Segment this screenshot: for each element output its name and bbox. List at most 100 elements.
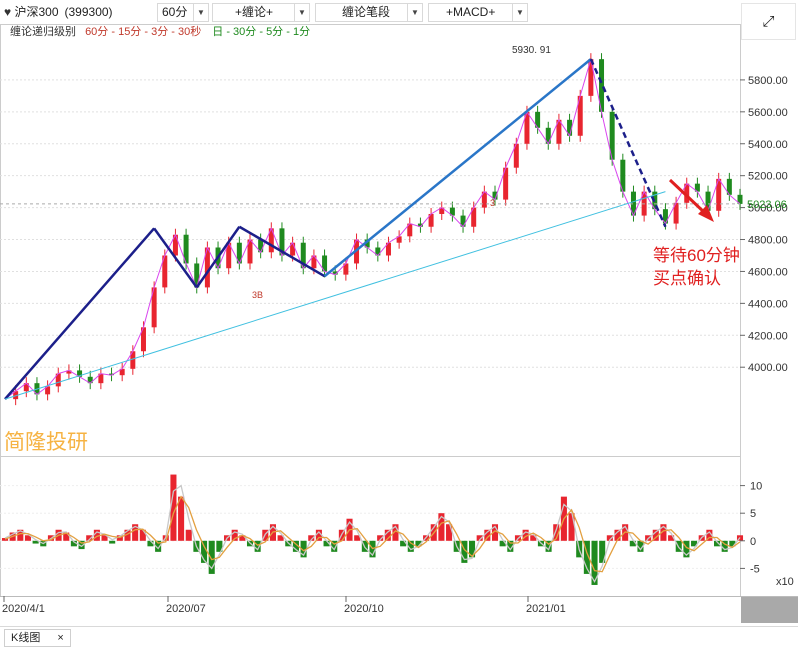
macd-bar [147, 540, 154, 547]
candle-body [630, 191, 636, 216]
price-tick-label: 5400.00 [748, 139, 788, 151]
macd-bar [614, 529, 621, 541]
macd-tick-label: 5 [750, 508, 756, 520]
macd-bar [683, 540, 690, 558]
candle-body [385, 242, 391, 256]
candle-body [300, 242, 306, 269]
candle-body [737, 194, 743, 204]
chanlun-stroke [589, 58, 667, 228]
price-layer [0, 53, 743, 406]
candle-body [226, 242, 232, 269]
macd-panel-frame [0, 456, 741, 597]
macd-bar [178, 496, 185, 541]
kline-chart[interactable]: 4000.00 4200.00 4400.00 4600.00 4800.00 5000.… [0, 0, 798, 626]
chevron-down-icon[interactable]: ▼ [512, 4, 527, 21]
chanlun-button[interactable]: +缠论+ ▼ [212, 3, 310, 22]
candle-body [577, 95, 583, 136]
candle-body [694, 183, 700, 192]
candle-body [204, 247, 210, 288]
candle-body [439, 207, 445, 214]
candle-body [620, 159, 626, 192]
candle-body [55, 373, 61, 387]
price-tick-label: 5800.00 [748, 75, 788, 87]
candle-body [343, 263, 349, 275]
macd-tick-label: 0 [750, 536, 756, 548]
macd-bar [377, 535, 384, 541]
macd-bar [469, 540, 476, 558]
candle-body [66, 370, 72, 374]
macd-tick-label: -5 [750, 563, 760, 575]
tab-kline[interactable]: K线图 × [4, 629, 71, 647]
macd-bar [101, 535, 108, 541]
candle-body [588, 59, 594, 96]
chanlun-stroke [4, 227, 156, 400]
macd-bar [93, 529, 100, 541]
chanlun-stroke [153, 227, 198, 289]
macd-bar [155, 540, 162, 552]
macd-bar [476, 535, 483, 541]
candle-body [662, 209, 668, 224]
candle-body [109, 373, 115, 376]
candle-body [236, 242, 242, 264]
candle-body [535, 111, 541, 128]
macd-bar [24, 535, 31, 541]
macd-bar [652, 529, 659, 541]
candle-body [375, 247, 381, 256]
label-3s: 3 [490, 198, 495, 208]
candle-body [673, 202, 679, 224]
macd-bar [315, 529, 322, 541]
chanlun-bi-label: 缠论笔段 [342, 5, 391, 19]
level-green: 日 - 30分 - 5分 - 1分 [212, 26, 311, 38]
price-tick-label: 4600.00 [748, 266, 788, 278]
candle-body [481, 191, 487, 208]
candle-body [726, 178, 732, 195]
candle-body [716, 178, 722, 211]
macd-button[interactable]: +MACD+ ▼ [428, 3, 528, 22]
wait-line-1: 等待60分钟 [653, 246, 740, 265]
period-select[interactable]: 60分 ▼ [157, 3, 209, 22]
macd-bar [438, 513, 445, 541]
close-icon[interactable]: × [57, 632, 64, 644]
level-legend: 缠论递归级别 60分 - 15分 - 3分 - 30秒 日 - 30分 - 5分… [10, 25, 310, 39]
macd-bar [407, 540, 414, 552]
candle-body [87, 376, 93, 384]
candle-body [332, 271, 338, 275]
macd-bar [660, 524, 667, 541]
candle-body [140, 327, 146, 352]
chanlun-label: +缠论+ [235, 5, 274, 19]
macd-dif-line [4, 484, 741, 584]
chevron-down-icon[interactable]: ▼ [294, 4, 309, 21]
red-arrow-head [698, 205, 714, 222]
trend-support-line [4, 191, 666, 400]
macd-bar [331, 540, 338, 552]
candle-body [705, 191, 711, 211]
fullscreen-button[interactable]: ⤢ [741, 3, 796, 40]
macd-bar [254, 540, 261, 552]
chevron-down-icon[interactable]: ▼ [407, 4, 422, 21]
candle-body [151, 287, 157, 328]
macd-bar [599, 540, 606, 563]
macd-bar [139, 529, 146, 541]
heart-icon[interactable]: ♥ [4, 5, 12, 19]
macd-bar [606, 535, 613, 541]
macd-bar [629, 540, 636, 547]
macd-bar [277, 535, 284, 541]
symbol-name: 沪深300 [14, 5, 59, 19]
macd-bar [706, 529, 713, 541]
macd-bar [461, 540, 468, 563]
date-tick-label: 2020/4/1 [2, 603, 45, 615]
chanlun-bi-button[interactable]: 缠论笔段 ▼ [315, 3, 423, 22]
macd-bar [201, 540, 208, 563]
symbol-label[interactable]: ♥ 沪深300 (399300) [4, 4, 113, 20]
red-arrow-line [668, 178, 707, 215]
macd-bar [86, 535, 93, 541]
last-price-label: 5023.06 [747, 199, 787, 211]
tab-kline-label: K线图 [11, 632, 41, 644]
macd-bar [545, 540, 552, 552]
date-tick-label: 2021/01 [526, 603, 566, 615]
macd-bar [124, 529, 131, 541]
chevron-down-icon[interactable]: ▼ [193, 4, 208, 21]
price-tick-label: 4200.00 [748, 330, 788, 342]
macd-bar [491, 524, 499, 541]
macd-bar [170, 474, 177, 541]
